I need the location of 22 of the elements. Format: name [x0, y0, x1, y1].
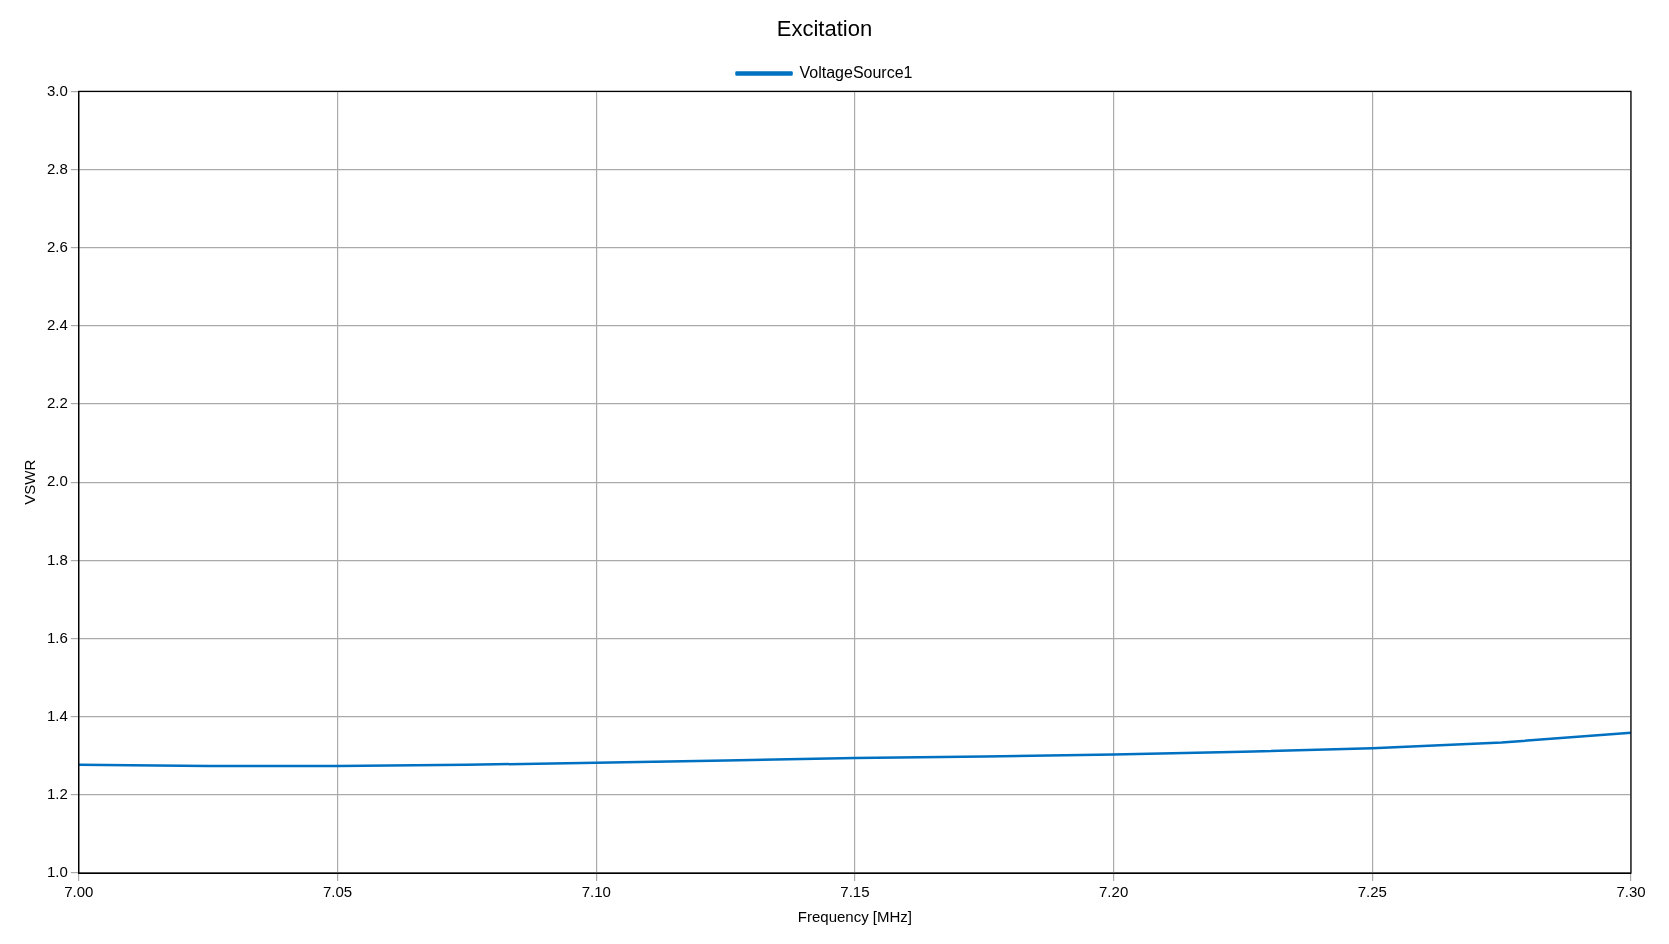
y-tick-label: 2.8	[46, 159, 68, 177]
x-tick-label: 7.10	[581, 883, 611, 901]
y-tick-label: 3.0	[46, 81, 68, 99]
y-tick-label: 1.4	[46, 706, 68, 724]
x-tick-label: 7.25	[1357, 883, 1387, 901]
y-tick-label: 2.6	[46, 237, 68, 255]
chart-title: Excitation	[776, 16, 873, 42]
y-tick-label: 1.8	[46, 550, 68, 568]
x-tick-label: 7.05	[322, 883, 353, 901]
x-tick-label: 7.00	[64, 883, 94, 901]
x-tick-label: 7.30	[1616, 883, 1646, 901]
y-tick-label: 2.2	[46, 394, 68, 412]
x-tick-label: 7.15	[840, 883, 870, 901]
x-axis-title: Frequency [MHz]	[797, 908, 913, 926]
y-tick-label: 2.4	[46, 316, 68, 334]
x-tick-label: 7.20	[1099, 883, 1129, 901]
y-tick-label: 1.6	[46, 628, 68, 646]
y-tick-label: 2.0	[46, 472, 68, 490]
legend-label: VoltageSource1	[799, 63, 913, 81]
y-tick-label: 1.0	[46, 863, 68, 881]
y-tick-label: 1.2	[46, 784, 68, 802]
y-axis-title: VSWR	[21, 459, 39, 505]
